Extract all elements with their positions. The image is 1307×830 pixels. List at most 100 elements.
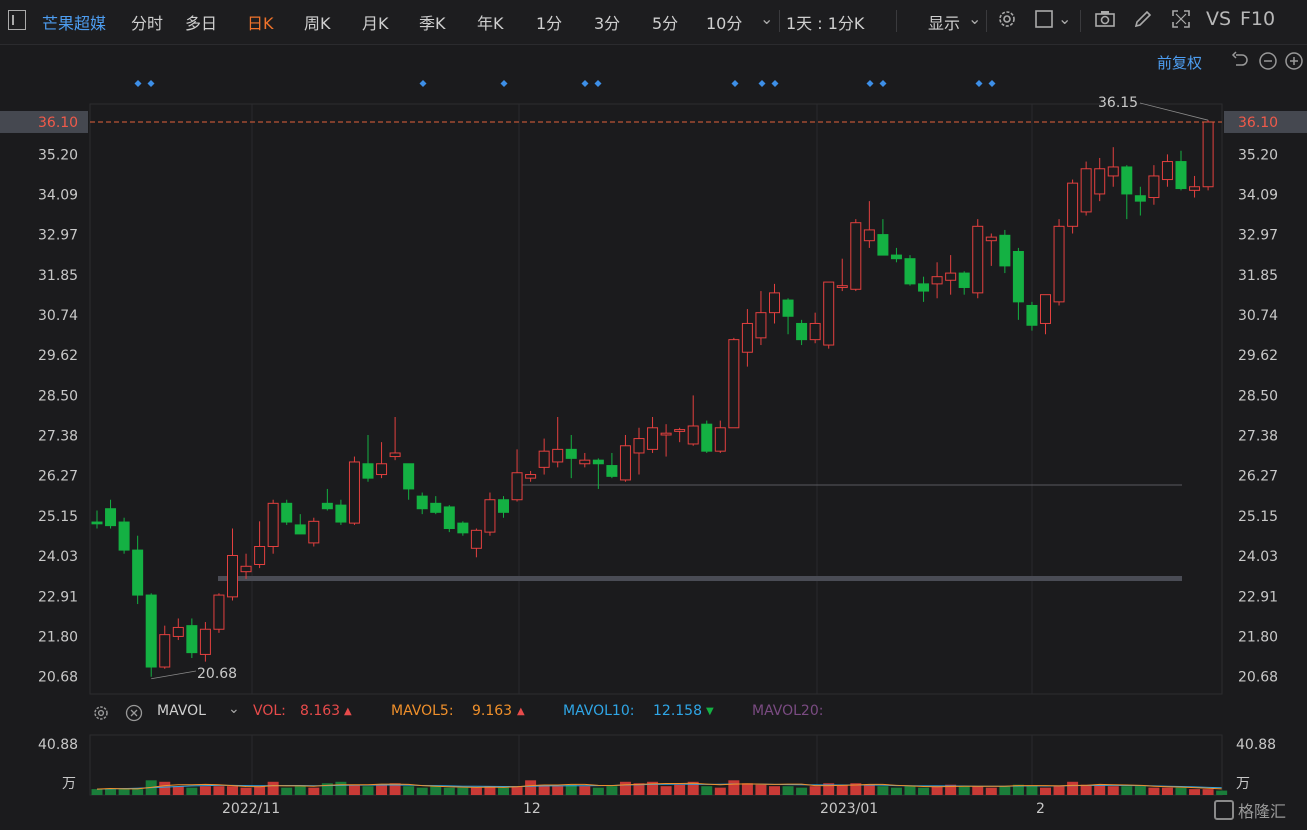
volume-axis-unit: 万 [1236,776,1250,792]
fullscreen-icon[interactable] [1170,8,1192,30]
volume-bar [511,786,523,795]
volume-bar [552,786,564,795]
candle-body [199,628,211,655]
date-axis-label: 2022/11 [222,801,280,817]
candle-body [159,634,171,668]
candle-body [348,461,360,524]
event-marker-icon [879,80,887,87]
candle-body [579,459,591,465]
candle-body [321,502,333,510]
price-tick-label: 35.20 [1238,147,1278,163]
volume-bar [714,787,726,795]
zoom-in-icon[interactable] [1284,51,1304,71]
volume-bar [647,781,659,795]
volume-bar [199,786,211,795]
volume-bar [633,783,645,795]
volume-bar [1107,786,1119,795]
tab-5min[interactable]: 5分 [652,14,679,33]
period-select[interactable]: 1天 : 1分K [786,14,865,33]
candle-body [1026,304,1038,326]
indicator-settings-icon[interactable] [92,704,110,722]
volume-bar [443,787,455,795]
chevron-down-icon[interactable]: ⌄ [760,9,774,28]
volume-bar [728,780,740,795]
price-tick-label: 26.27 [38,469,78,485]
volume-bar [254,786,266,795]
volume-bar [1148,787,1160,795]
volume-bar [538,784,550,795]
volume-bar [579,786,591,795]
volume-bar [958,786,970,795]
adjust-mode[interactable]: 前复权 [1157,54,1203,72]
volume-bar [1216,790,1228,795]
candle-body [619,445,631,481]
candle-body [755,312,767,339]
vs-compare-button[interactable]: VS [1206,8,1232,30]
tab-multi-day[interactable]: 多日 [185,14,218,33]
volume-bar [267,781,279,795]
candle-body [186,625,198,654]
f10-button[interactable]: F10 [1240,8,1276,30]
kline-chart[interactable]: 35.20 35.20 34.09 34.09 32.97 32.97 31.85 31.85… [0,44,1307,830]
candle-body [430,502,442,513]
volume-bar [619,781,631,795]
undo-icon[interactable] [1230,51,1250,71]
settings-gear-icon[interactable] [996,8,1018,30]
close-indicator-icon[interactable] [125,704,143,722]
candle-body [999,234,1011,267]
layout-square-icon[interactable] [1034,8,1056,30]
camera-icon[interactable] [1094,8,1116,30]
volume-bar [755,784,767,795]
volume-bar [1012,784,1024,795]
candle-body [552,448,564,463]
tab-weekly-k[interactable]: 周K [304,14,331,33]
candle-body [538,450,550,468]
indicator-name[interactable]: MAVOL [157,703,206,719]
event-marker-icon [147,80,155,87]
tab-3min[interactable]: 3分 [594,14,621,33]
volume-bar [132,789,144,795]
candle-body [890,254,902,260]
tab-1min[interactable]: 1分 [536,14,563,33]
brand-logo-text: 格隆汇 [1238,802,1287,821]
tab-10min[interactable]: 10分 [706,14,743,33]
tab-quarterly-k[interactable]: 季K [419,14,446,33]
chevron-down-icon[interactable]: ⌄ [1058,9,1072,28]
price-tick-label: 34.09 [38,187,78,203]
tab-intraday[interactable]: 分时 [131,14,164,33]
candle-body [606,465,618,477]
tab-daily-k[interactable]: 日K [247,14,274,33]
volume-bar [904,786,916,795]
candle-body [741,322,753,353]
event-marker-icon [866,80,874,87]
volume-bar [159,781,171,795]
support-band [218,576,1182,581]
volume-bar [335,781,347,795]
candle-body [1189,186,1201,191]
panel-toggle-icon[interactable] [8,10,26,30]
chevron-down-icon[interactable]: ⌄ [968,9,982,28]
candle-body [863,229,875,242]
volume-bar [91,789,103,795]
display-menu[interactable]: 显示 [928,14,961,33]
price-tick-label: 21.80 [38,629,78,645]
zoom-out-icon[interactable] [1258,51,1278,71]
candle-body [850,222,862,290]
pen-draw-icon[interactable] [1132,8,1154,30]
event-marker-icon [581,80,589,87]
price-tick-label: 21.80 [1238,629,1278,645]
stock-name[interactable]: 芒果超媒 [42,14,107,33]
price-tick-label: 30.74 [38,308,78,324]
candle-body [1040,294,1051,324]
volume-bar [999,786,1011,795]
tab-monthly-k[interactable]: 月K [362,14,389,33]
tab-yearly-k[interactable]: 年K [477,14,504,33]
volume-bar [1121,786,1133,795]
chevron-down-icon[interactable]: ⌄ [228,701,240,717]
mavol5-line [96,782,1222,790]
volume-bar [525,780,537,795]
volume-bar [945,784,957,795]
candle-body [782,299,794,317]
volume-bar [796,787,808,795]
candle-body [972,225,984,294]
